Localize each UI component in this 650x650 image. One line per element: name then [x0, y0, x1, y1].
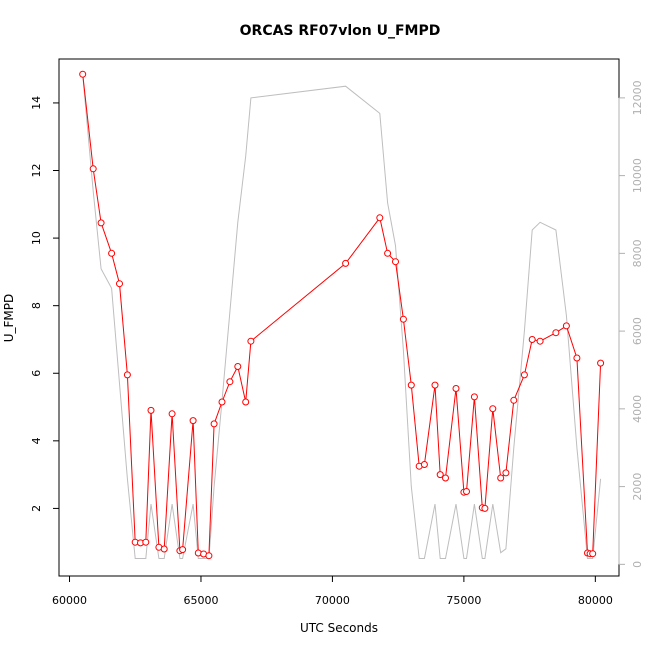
data-point: [589, 550, 597, 558]
data-point: [520, 371, 528, 379]
data-point: [470, 393, 478, 401]
data-point: [210, 420, 218, 428]
data-point: [497, 474, 505, 482]
data-point: [123, 371, 131, 379]
data-point: [573, 354, 581, 362]
chart-title: ORCAS RF07vlon U_FMPD: [240, 23, 441, 39]
y-axis-label: U_FMPD: [2, 294, 16, 343]
y-tick-label: 14: [30, 96, 43, 110]
data-point: [502, 469, 510, 477]
data-point: [97, 219, 105, 227]
y-tick-label: 2: [30, 505, 43, 512]
series-line-primary: [82, 74, 602, 557]
data-point: [536, 337, 544, 345]
data-point: [226, 378, 234, 386]
data-point: [179, 546, 187, 554]
plot-area: [79, 70, 605, 560]
x-tick-label: 75000: [446, 594, 481, 607]
data-point: [384, 249, 392, 257]
x-tick-label: 60000: [52, 594, 87, 607]
data-point: [168, 410, 176, 418]
data-point: [510, 396, 518, 404]
data-point: [116, 280, 123, 288]
y-tick-label: 8: [30, 302, 43, 309]
data-point: [342, 259, 350, 267]
data-point: [528, 336, 536, 343]
data-point: [247, 337, 255, 345]
data-point: [489, 405, 497, 413]
y2-tick-label: 8000: [631, 239, 644, 267]
y-tick-label: 12: [30, 164, 43, 178]
data-point: [442, 474, 449, 482]
data-point: [552, 329, 560, 337]
data-point: [218, 398, 226, 406]
data-point: [463, 488, 470, 495]
data-point: [79, 70, 87, 78]
y2-tick-label: 10000: [631, 158, 644, 193]
y-tick-label: 6: [30, 370, 43, 377]
data-point: [452, 385, 460, 392]
data-point: [399, 315, 407, 323]
data-point: [89, 165, 97, 173]
y-tick-label: 10: [30, 231, 43, 245]
data-point: [562, 322, 570, 330]
data-point: [407, 381, 415, 389]
data-point: [436, 471, 444, 479]
data-point: [431, 381, 439, 389]
y-tick-label: 4: [30, 437, 43, 444]
data-point: [392, 258, 399, 266]
y2-tick-label: 4000: [631, 395, 644, 423]
data-point: [142, 538, 150, 546]
data-point: [234, 363, 242, 370]
data-point: [420, 461, 428, 468]
x-tick-label: 65000: [183, 594, 218, 607]
data-point: [597, 359, 605, 367]
x-tick-label: 70000: [315, 594, 350, 607]
y2-tick-label: 2000: [631, 473, 644, 501]
x-axis-label: UTC Seconds: [300, 621, 378, 635]
y2-tick-label: 12000: [631, 80, 644, 115]
data-point: [108, 249, 116, 257]
y2-tick-label: 6000: [631, 317, 644, 345]
data-point: [376, 214, 384, 222]
data-point: [160, 545, 168, 553]
x-tick-label: 80000: [578, 594, 613, 607]
data-point: [189, 417, 197, 425]
y2-tick-label: 0: [631, 561, 644, 568]
plot-frame: [58, 58, 620, 577]
series-line-secondary: [82, 74, 602, 559]
axes: 60000 65000 70000 75000 80000 2 4 6 8 10 12 14 0 2000…: [30, 80, 644, 607]
data-point: [481, 504, 489, 512]
data-point: [242, 398, 250, 406]
data-point: [205, 552, 213, 560]
data-point: [147, 406, 155, 414]
